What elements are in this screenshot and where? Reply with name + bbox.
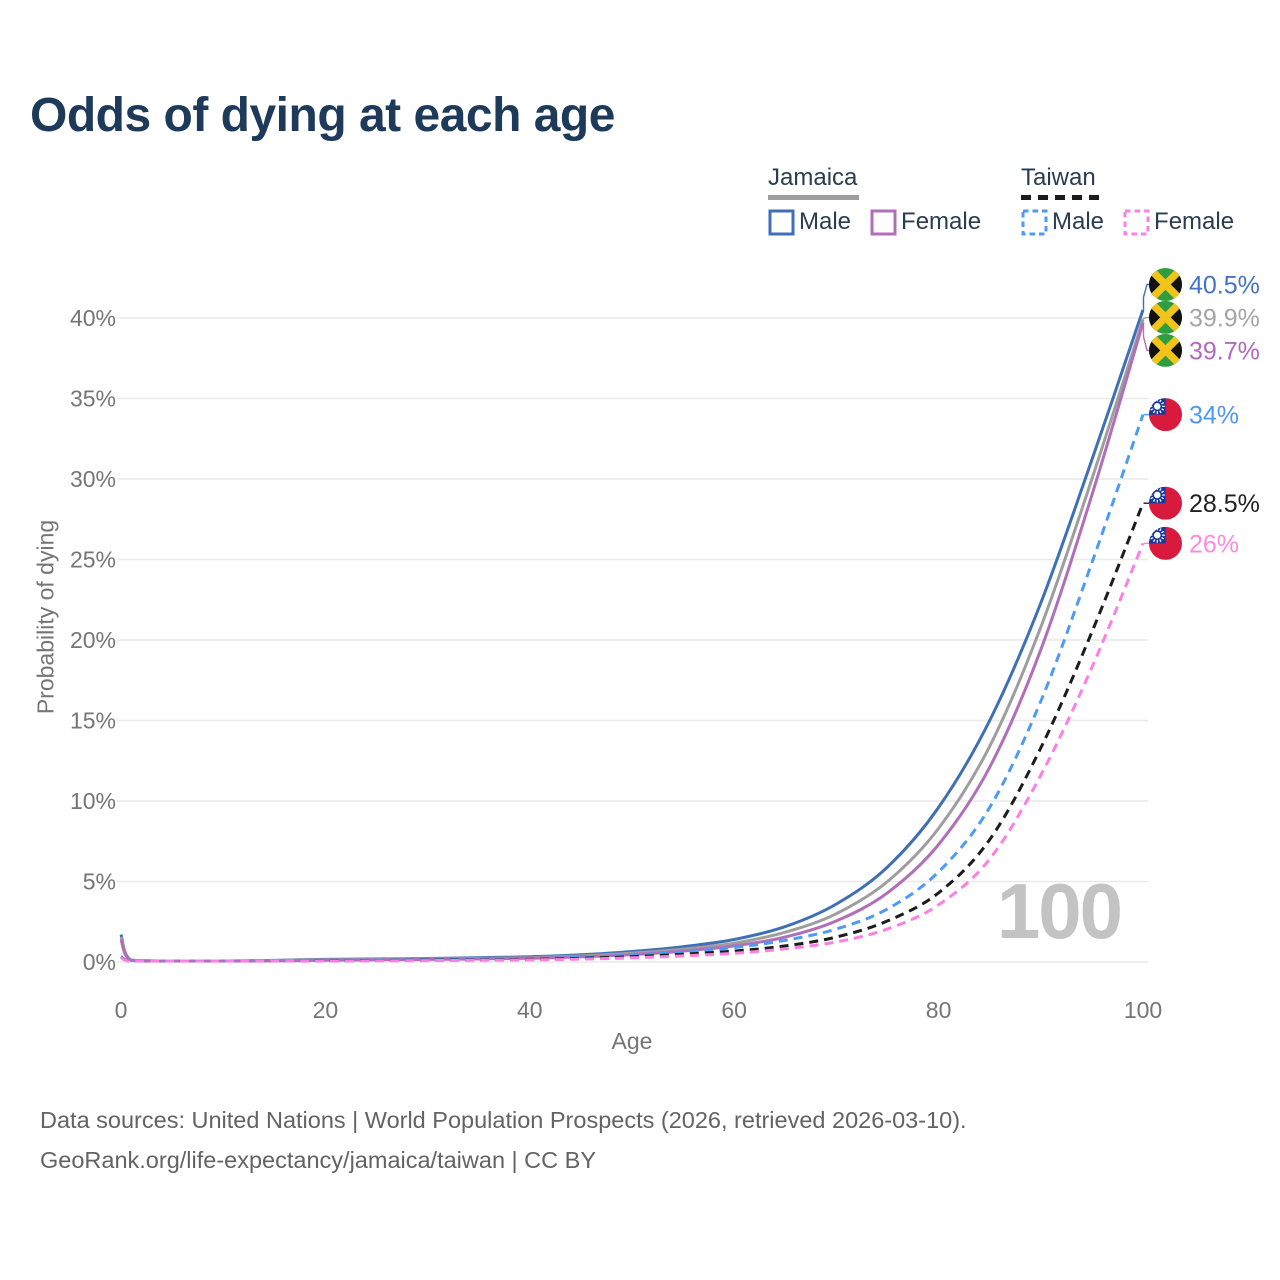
x-axis-title: Age bbox=[611, 1028, 653, 1054]
legend-item-label: Female bbox=[1154, 208, 1235, 235]
legend-swatch-solid-male-icon bbox=[768, 209, 795, 235]
footer-attribution: Data sources: United Nations | World Pop… bbox=[40, 1100, 967, 1180]
y-tick-label: 25% bbox=[70, 547, 116, 573]
taiwan-flag-icon bbox=[1149, 526, 1182, 560]
jamaica-flag-icon bbox=[1149, 300, 1182, 334]
chart-title: Odds of dying at each age bbox=[30, 89, 615, 142]
taiwan-flag-icon bbox=[1149, 398, 1182, 432]
legend-item-taiwan-male[interactable]: Male bbox=[1021, 208, 1104, 236]
legend-underline-dashed bbox=[1021, 195, 1100, 200]
legend-item-taiwan-female[interactable]: Female bbox=[1123, 208, 1234, 236]
footer-line-sources: Data sources: United Nations | World Pop… bbox=[40, 1107, 967, 1133]
y-tick-label: 35% bbox=[70, 386, 116, 412]
legend-item-jamaica-male[interactable]: Male bbox=[768, 208, 851, 236]
legend-header-jamaica[interactable]: Jamaica bbox=[768, 164, 981, 200]
x-tick-label: 100 bbox=[1124, 997, 1162, 1023]
legend-item-jamaica-female[interactable]: Female bbox=[870, 208, 981, 236]
x-tick-label: 60 bbox=[721, 997, 747, 1023]
legend-group-jamaica: Jamaica Male Female bbox=[768, 164, 981, 236]
x-tick-label: 40 bbox=[517, 997, 543, 1023]
jamaica-flag-icon bbox=[1149, 333, 1182, 367]
series-end-value-label: 28.5% bbox=[1189, 490, 1260, 518]
jamaica-flag-icon bbox=[1149, 268, 1182, 301]
legend-group-title: Taiwan bbox=[1021, 164, 1096, 191]
legend-group-title: Jamaica bbox=[768, 164, 858, 191]
y-tick-label: 15% bbox=[70, 708, 116, 734]
end-label-connector bbox=[1142, 316, 1150, 320]
y-axis-title: Probability of dying bbox=[32, 519, 59, 715]
legend-swatch-dashed-female-icon bbox=[1123, 209, 1150, 235]
y-tick-label: 0% bbox=[83, 949, 116, 975]
x-tick-label: 0 bbox=[115, 997, 128, 1023]
x-tick-label: 20 bbox=[313, 997, 339, 1023]
legend-item-label: Male bbox=[1052, 208, 1105, 235]
series-line-jamaica-male[interactable] bbox=[119, 309, 1145, 963]
series-end-value-label: 40.5% bbox=[1189, 272, 1260, 300]
y-tick-label: 5% bbox=[83, 869, 116, 895]
age-watermark: 100 bbox=[996, 867, 1123, 955]
legend-underline-solid bbox=[768, 195, 859, 200]
taiwan-flag-icon bbox=[1149, 486, 1182, 520]
end-label-connector bbox=[1142, 283, 1150, 310]
y-tick-label: 10% bbox=[70, 788, 116, 814]
legend-swatch-solid-female-icon bbox=[870, 209, 897, 235]
series-line-jamaica-female[interactable] bbox=[119, 322, 1145, 963]
series-end-value-label: 39.9% bbox=[1189, 304, 1260, 332]
footer-line-url: GeoRank.org/life-expectancy/jamaica/taiw… bbox=[40, 1147, 596, 1173]
series-end-value-label: 39.7% bbox=[1189, 337, 1260, 365]
series-line-taiwan-both-sexes[interactable] bbox=[120, 502, 1145, 963]
end-label-connector bbox=[1142, 322, 1150, 352]
legend-swatch-dashed-male-icon bbox=[1021, 209, 1048, 235]
legend-item-label: Female bbox=[901, 208, 982, 235]
legend-header-taiwan[interactable]: Taiwan bbox=[1021, 164, 1234, 200]
series-line-taiwan-male[interactable] bbox=[120, 414, 1145, 963]
series-end-value-label: 34% bbox=[1189, 402, 1239, 430]
y-tick-label: 40% bbox=[70, 305, 116, 331]
y-tick-label: 30% bbox=[70, 466, 116, 492]
legend-group-taiwan: Taiwan Male Female bbox=[1021, 164, 1234, 236]
series-end-value-label: 26% bbox=[1189, 530, 1239, 558]
series-line-taiwan-female[interactable] bbox=[120, 542, 1145, 963]
x-tick-label: 80 bbox=[926, 997, 952, 1023]
legend-item-label: Male bbox=[799, 208, 852, 235]
y-tick-label: 20% bbox=[70, 627, 116, 653]
